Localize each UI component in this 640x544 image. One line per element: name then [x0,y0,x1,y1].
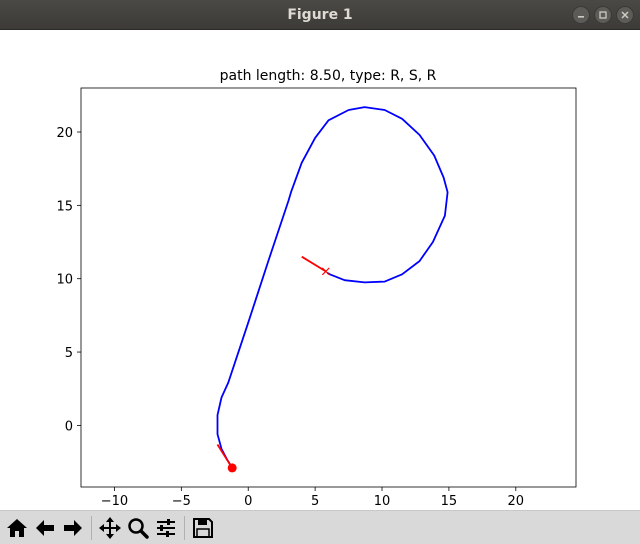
forward-button[interactable] [59,514,87,542]
toolbar-separator [184,515,185,540]
configure-subplots-button[interactable] [152,514,180,542]
y-axis: 0 5 10 15 20 [56,126,81,434]
minimize-icon [578,16,584,18]
x-tick-label: 5 [311,494,319,508]
maximize-icon [599,11,607,19]
series-layer [216,106,449,469]
move-icon [99,516,121,539]
x-tick-label: 15 [441,494,458,508]
y-tick-label: 20 [56,126,73,141]
magnifier-icon [128,517,149,539]
home-icon [7,518,27,537]
forward-arrow-icon [64,519,82,536]
start-point-marker [227,463,237,473]
sliders-icon [157,518,175,537]
x-tick-label: 0 [244,494,252,508]
y-tick-label: 0 [65,419,73,434]
chart-title: path length: 8.50, type: R, S, R [220,68,437,84]
y-tick-label: 15 [56,199,73,214]
back-arrow-icon [36,519,54,536]
back-button[interactable] [31,514,59,542]
goal-point-marker [321,267,330,276]
x-tick-label: −10 [101,494,128,508]
toolbar-separator [91,515,92,540]
y-tick-label: 5 [65,346,73,361]
chart: path length: 8.50, type: R, S, R −10 −5 0 5… [56,68,577,509]
y-tick-label: 10 [56,273,73,288]
home-button[interactable] [3,514,31,542]
save-button[interactable] [189,514,217,542]
pan-button[interactable] [96,514,124,542]
x-tick-label: 10 [374,494,391,508]
figure-canvas[interactable]: path length: 8.50, type: R, S, R −10 −5 0 5… [0,30,640,509]
window-titlebar: Figure 1 [0,0,640,30]
minimize-button[interactable] [572,6,590,24]
close-button[interactable] [616,6,634,24]
marker-layer [216,255,330,473]
start-heading-line [216,443,233,469]
path-series-line [216,106,449,469]
zoom-button[interactable] [124,514,152,542]
maximize-button[interactable] [594,6,612,24]
window-controls [572,6,634,24]
navigation-toolbar [0,510,640,544]
save-icon [193,517,213,538]
close-icon [621,11,629,19]
window-title: Figure 1 [287,6,353,23]
x-tick-label: 20 [508,494,525,508]
plot-area [80,87,577,488]
goal-heading-line [301,255,327,273]
x-axis: −10 −5 0 5 10 15 20 [101,487,525,509]
x-tick-label: −5 [172,494,191,508]
